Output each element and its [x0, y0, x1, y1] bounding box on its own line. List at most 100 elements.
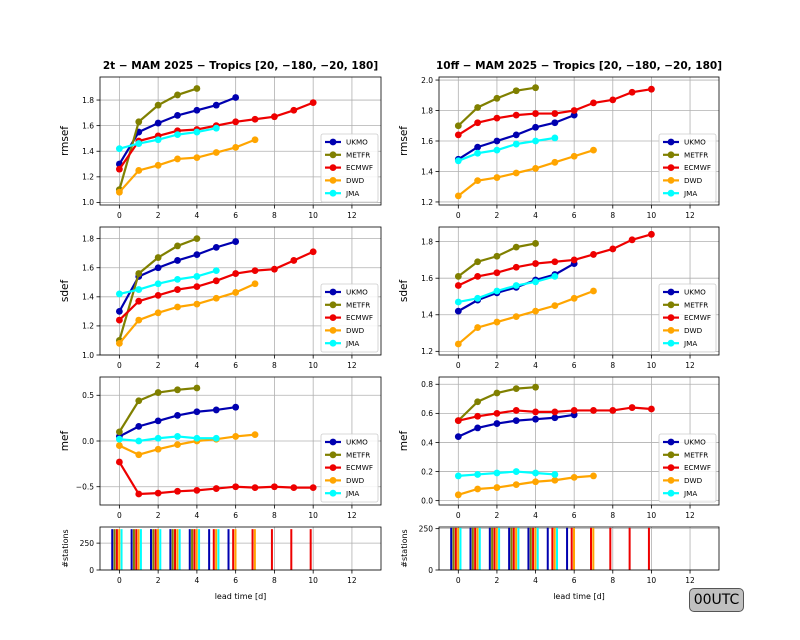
data-point-dwd — [512, 313, 520, 320]
x-tick-label: 4 — [195, 211, 200, 220]
axes-frame — [99, 76, 382, 206]
y-tick-label: 1.4 — [421, 167, 433, 176]
data-point-metfr — [193, 85, 201, 92]
legend: UKMO METFR ECMWF DWD JMA — [658, 433, 717, 503]
legend: UKMO METFR ECMWF DWD JMA — [658, 283, 717, 353]
data-point-ecmwf — [512, 263, 520, 271]
x-tick-label: 6 — [572, 576, 577, 585]
data-point-jma — [193, 434, 201, 442]
data-point-ecmwf — [290, 484, 298, 492]
legend-marker-dwd — [329, 477, 337, 484]
y-axis-label: sdef — [398, 280, 410, 303]
data-point-dwd — [454, 192, 462, 200]
x-tick-label: 6 — [233, 576, 238, 585]
station-bar-dwd — [534, 527, 537, 570]
data-point-dwd — [193, 154, 201, 162]
station-bar-jma — [459, 527, 462, 570]
y-axis-label: #stations — [400, 529, 409, 567]
x-tick-label: 6 — [233, 361, 238, 370]
data-point-ukmo — [154, 264, 162, 272]
x-tick-label: 2 — [495, 511, 500, 520]
data-point-dwd — [115, 339, 123, 347]
y-tick-label: 250 — [80, 539, 95, 548]
legend-marker-jma — [329, 339, 337, 347]
data-point-dwd — [551, 476, 559, 484]
legend-marker-metfr — [667, 451, 675, 459]
x-tick-label: 4 — [195, 361, 200, 370]
legend-marker-ecmwf — [329, 464, 337, 471]
panel-nstations-1: 0 2 4 6 8 10 12 0 250 #stations lead time [d] — [400, 524, 720, 601]
data-point-dwd — [251, 136, 259, 144]
legend: UKMO METFR ECMWF DWD JMA — [658, 133, 717, 203]
data-point-ecmwf — [290, 257, 298, 264]
x-tick-label: 2 — [156, 361, 161, 370]
station-bar-metfr — [510, 527, 513, 570]
x-tick-label: 0 — [117, 576, 122, 585]
data-point-metfr — [512, 385, 520, 393]
legend-label-ecmwf: ECMWF — [346, 163, 373, 172]
station-bar-dwd — [137, 529, 140, 570]
data-point-ecmwf — [212, 485, 220, 492]
data-point-jma — [115, 435, 123, 443]
station-bar-dwd — [553, 527, 556, 570]
data-point-dwd — [590, 472, 597, 480]
data-point-metfr — [532, 383, 539, 391]
y-axis-label: mef — [398, 431, 410, 452]
x-tick-label: 6 — [233, 211, 238, 220]
station-bar-jma — [159, 529, 162, 570]
station-bar-dwd — [176, 529, 179, 570]
data-point-ecmwf — [493, 409, 501, 417]
x-tick-label: 6 — [572, 361, 577, 370]
data-point-ukmo — [212, 243, 220, 251]
station-bar-ukmo — [111, 529, 114, 570]
station-bar-ukmo — [450, 527, 453, 570]
legend-label-ukmo: UKMO — [346, 138, 368, 147]
data-point-metfr — [193, 235, 201, 243]
y-tick-label: 250 — [419, 524, 434, 533]
data-point-dwd — [493, 174, 501, 181]
data-point-jma — [454, 298, 462, 306]
axes-frame — [99, 226, 382, 356]
data-point-dwd — [532, 165, 539, 172]
station-bar-dwd — [457, 527, 460, 570]
x-tick-label: 8 — [610, 361, 615, 370]
data-point-ecmwf — [232, 270, 240, 277]
x-tick-label: 12 — [685, 576, 695, 585]
x-tick-label: 10 — [308, 576, 318, 585]
y-tick-label: 0 — [89, 566, 94, 575]
legend-marker-jma — [667, 489, 675, 497]
station-bar-ecmwf — [270, 529, 273, 570]
legend-label-dwd: DWD — [684, 326, 703, 335]
data-point-ecmwf — [232, 483, 240, 491]
data-point-dwd — [551, 302, 559, 310]
data-point-jma — [551, 471, 559, 478]
station-bar-ecmwf — [551, 527, 554, 570]
y-tick-label: 1.8 — [82, 96, 94, 105]
station-bar-jma — [556, 527, 559, 570]
station-bar-ecmwf — [474, 527, 477, 570]
data-point-ecmwf — [609, 407, 617, 414]
data-point-jma — [115, 145, 123, 153]
data-point-ecmwf — [474, 412, 482, 420]
data-point-metfr — [532, 84, 539, 92]
data-point-jma — [174, 131, 181, 139]
data-point-jma — [474, 149, 482, 157]
station-bar-dwd — [215, 529, 218, 570]
data-point-ecmwf — [570, 256, 578, 264]
y-tick-label: 1.8 — [421, 237, 433, 246]
data-point-dwd — [212, 294, 220, 302]
x-tick-label: 0 — [456, 211, 461, 220]
legend-label-dwd: DWD — [684, 476, 703, 485]
data-point-ukmo — [232, 238, 240, 245]
data-point-ecmwf — [251, 115, 259, 123]
data-point-ecmwf — [474, 119, 482, 127]
station-bar-ukmo — [488, 527, 491, 570]
x-tick-label: 2 — [495, 211, 500, 220]
legend-label-dwd: DWD — [346, 326, 365, 335]
legend-label-metfr: METFR — [346, 300, 370, 309]
data-point-jma — [474, 294, 482, 302]
data-point-ecmwf — [174, 487, 181, 495]
axes-frame — [99, 526, 382, 571]
axes-frame — [438, 226, 720, 356]
panel-mef-0: 0 2 4 6 8 10 12 −0.5 0.0 0.5 mef UKMO METFR ECMWF DWD J… — [59, 376, 382, 520]
